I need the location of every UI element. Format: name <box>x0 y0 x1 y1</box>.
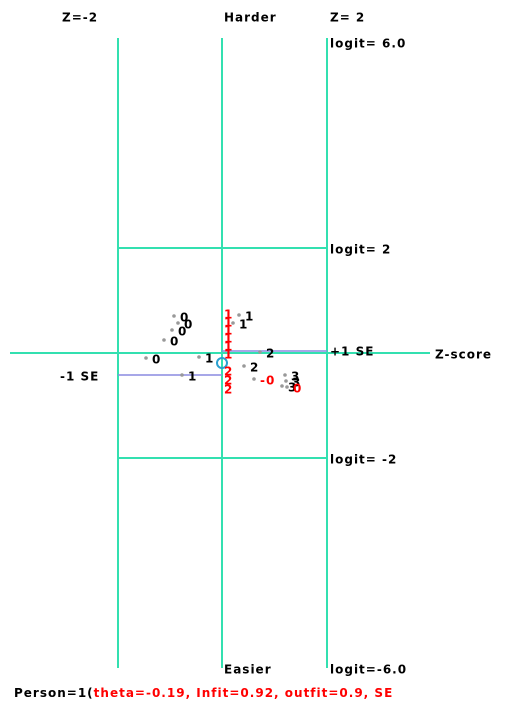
point-dot <box>197 355 201 359</box>
point-dot <box>242 364 246 368</box>
point-dot <box>172 314 176 318</box>
point-label: 1 <box>239 318 248 332</box>
label: logit= 2 <box>330 243 391 257</box>
point-dot <box>144 356 148 360</box>
point-label: 0 <box>184 318 193 332</box>
point-dot <box>283 373 287 377</box>
point-label: 2 <box>224 365 233 379</box>
point-label: 2 <box>224 383 233 397</box>
point-label: 2 <box>250 361 259 375</box>
point-dot <box>252 377 256 381</box>
point-dot <box>284 379 288 383</box>
label: logit= -2 <box>330 453 397 467</box>
point-dot <box>280 384 284 388</box>
label: Easier <box>224 663 272 677</box>
point-dot <box>170 328 174 332</box>
point-dot <box>162 338 166 342</box>
point-label: 1 <box>188 370 197 384</box>
point-label: 2 <box>224 374 233 388</box>
label: -1 SE <box>60 370 99 384</box>
prefix: Person=1( <box>14 686 94 700</box>
point-label: 1 <box>205 352 214 366</box>
point-dot <box>285 385 289 389</box>
stats: theta=-0.19, Infit=0.92, outfit=0.9, SE <box>94 686 394 700</box>
point-dot <box>237 313 241 317</box>
point-dot <box>258 350 262 354</box>
point-label: 1 <box>224 324 233 338</box>
point-label: 1 <box>224 340 233 354</box>
point-label: 1 <box>224 332 233 346</box>
label: Z= 2 <box>330 11 365 25</box>
label: logit= 6.0 <box>330 37 406 51</box>
label: Harder <box>224 11 277 25</box>
point-label: 1 <box>224 348 233 362</box>
point-label: 0 <box>170 335 179 349</box>
point-label: 0 <box>293 382 302 396</box>
label: +1 SE <box>330 345 374 359</box>
person-marker <box>216 357 228 369</box>
label: logit=-6.0 <box>330 663 407 677</box>
point-label: 0 <box>180 311 189 325</box>
point-label: 1 <box>245 310 254 324</box>
person-summary: Person=1(theta=-0.19, Infit=0.92, outfit… <box>14 686 393 700</box>
point-label: 3 <box>291 370 300 384</box>
point-label: 1 <box>224 316 233 330</box>
point-label: 3 <box>292 376 301 390</box>
label: Z-score <box>435 348 492 362</box>
label: Z=-2 <box>62 11 98 25</box>
point-label: 0 <box>152 353 161 367</box>
point-dot <box>180 373 184 377</box>
point-dot <box>231 321 235 325</box>
point-label: 2 <box>266 347 275 361</box>
point-label: -0 <box>260 374 275 388</box>
point-label: 0 <box>178 325 187 339</box>
point-label: 3 <box>288 381 297 395</box>
point-dot <box>176 321 180 325</box>
point-label: 1 <box>224 308 233 322</box>
